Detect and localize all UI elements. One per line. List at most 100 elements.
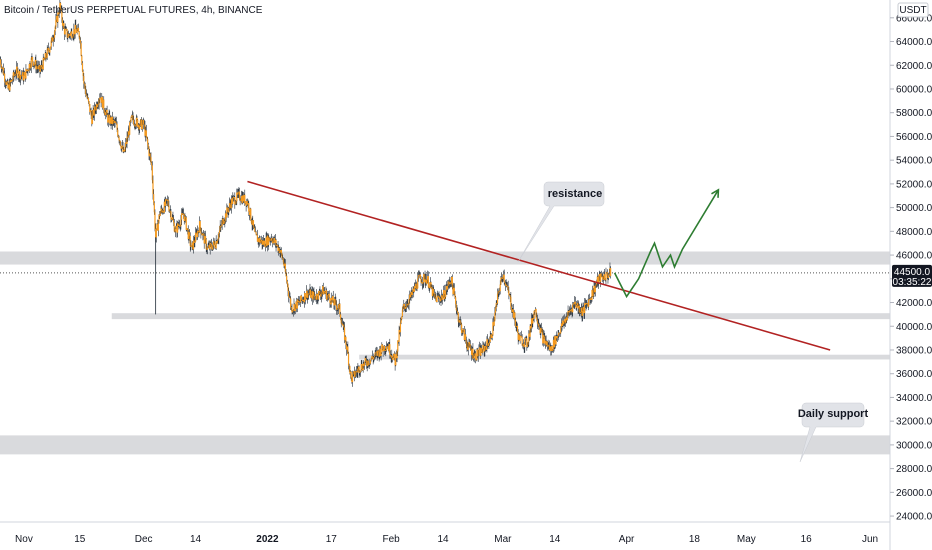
candle-body: [36, 66, 38, 68]
candle-body: [562, 320, 564, 326]
candle-body: [252, 220, 254, 225]
candle-body: [77, 27, 80, 32]
candle-body: [327, 293, 330, 296]
candle-body: [280, 250, 282, 254]
candle-body: [216, 240, 219, 244]
candle-body: [346, 346, 348, 350]
candle-body: [492, 322, 494, 336]
candle-body: [169, 210, 171, 212]
candle-body: [373, 356, 376, 357]
candle-body: [410, 291, 412, 298]
candle-body: [314, 296, 316, 300]
candle-body: [429, 284, 431, 289]
candle-body: [219, 225, 221, 231]
candle-body: [560, 327, 562, 334]
candle-body: [573, 303, 575, 305]
candle-body: [121, 145, 123, 147]
candle-body: [472, 348, 474, 359]
x-axis[interactable]: Nov 15 Dec 14 2022 17 Feb 14 Mar 14 Apr 18 May 16 Jun: [15, 534, 878, 545]
candle-body: [512, 309, 514, 313]
candle-body: [203, 233, 205, 244]
candle-body: [313, 291, 315, 296]
candle-body: [335, 300, 337, 306]
candle-body: [153, 194, 155, 203]
chart-title: Bitcoin / TetherUS PERPETUAL FUTURES, 4h…: [4, 5, 263, 16]
drawings-layer: [247, 180, 831, 351]
candle-body: [246, 200, 248, 206]
candle-body: [97, 104, 100, 106]
candle-body: [258, 238, 261, 243]
candle-body: [128, 131, 130, 135]
candle-body: [160, 208, 162, 213]
y-tick-label: 54000.0: [896, 156, 932, 167]
candle-body: [249, 208, 251, 216]
candle-body: [61, 8, 63, 20]
candle-body: [455, 297, 457, 305]
candle-body: [529, 325, 531, 337]
resistance-callout[interactable]: resistance: [517, 181, 605, 263]
candle-body: [140, 119, 142, 121]
candle-body: [133, 119, 135, 125]
candle-body: [544, 340, 547, 344]
daily-support-callout[interactable]: Daily support: [798, 402, 869, 463]
candle-body: [433, 293, 435, 295]
candle-body: [556, 336, 558, 339]
candle-body: [308, 293, 310, 295]
candle-body: [214, 247, 217, 249]
candle-body: [145, 130, 147, 136]
candle-body: [329, 302, 332, 305]
candle-body: [381, 344, 383, 353]
candle-body: [522, 344, 525, 346]
candle-body: [600, 273, 602, 282]
candle-body: [318, 291, 320, 300]
candle-body: [290, 298, 292, 307]
candle-body: [532, 318, 534, 324]
candle-body: [253, 226, 255, 228]
candle-body: [178, 224, 180, 226]
candle-body: [87, 97, 89, 99]
candle-body: [240, 196, 243, 201]
candle-body: [298, 300, 300, 303]
candle-body: [191, 242, 193, 246]
candle-body: [581, 307, 583, 316]
candle-body: [409, 294, 412, 298]
candle-body: [145, 130, 147, 137]
candle-body: [183, 213, 185, 222]
candle-body: [170, 211, 172, 220]
candle-body: [74, 24, 76, 35]
candle-body: [542, 335, 545, 344]
candle-body: [248, 211, 251, 216]
candle-body: [208, 245, 210, 247]
candle-body: [42, 57, 44, 70]
candle-body: [585, 303, 587, 305]
candle-body: [23, 75, 25, 81]
candle-body: [159, 214, 161, 216]
candle-body: [86, 95, 88, 98]
candle-body: [194, 241, 196, 243]
x-tick-label: Mar: [494, 534, 512, 545]
candle-body: [105, 109, 108, 113]
candle-body: [365, 360, 368, 365]
candle-body: [93, 109, 95, 116]
candle-body: [525, 338, 527, 339]
candle-body: [198, 230, 200, 233]
candle-body: [89, 104, 91, 113]
candle-body: [71, 31, 73, 38]
candle-body: [177, 223, 179, 226]
candle-body: [75, 24, 77, 29]
projection-path[interactable]: [613, 189, 720, 299]
candle-body: [244, 194, 246, 204]
candle-body: [153, 202, 155, 213]
candle-body: [164, 201, 166, 206]
candle-body: [103, 99, 105, 110]
candle-body: [34, 59, 36, 64]
candle-body: [508, 295, 511, 296]
resistance-trendline[interactable]: [247, 180, 831, 351]
candle-body: [126, 136, 128, 144]
candle-body: [190, 245, 192, 247]
candle-body: [287, 284, 289, 292]
candle-body: [453, 287, 455, 294]
currency-badge[interactable]: USDT: [897, 2, 929, 18]
candle-body: [300, 295, 302, 300]
